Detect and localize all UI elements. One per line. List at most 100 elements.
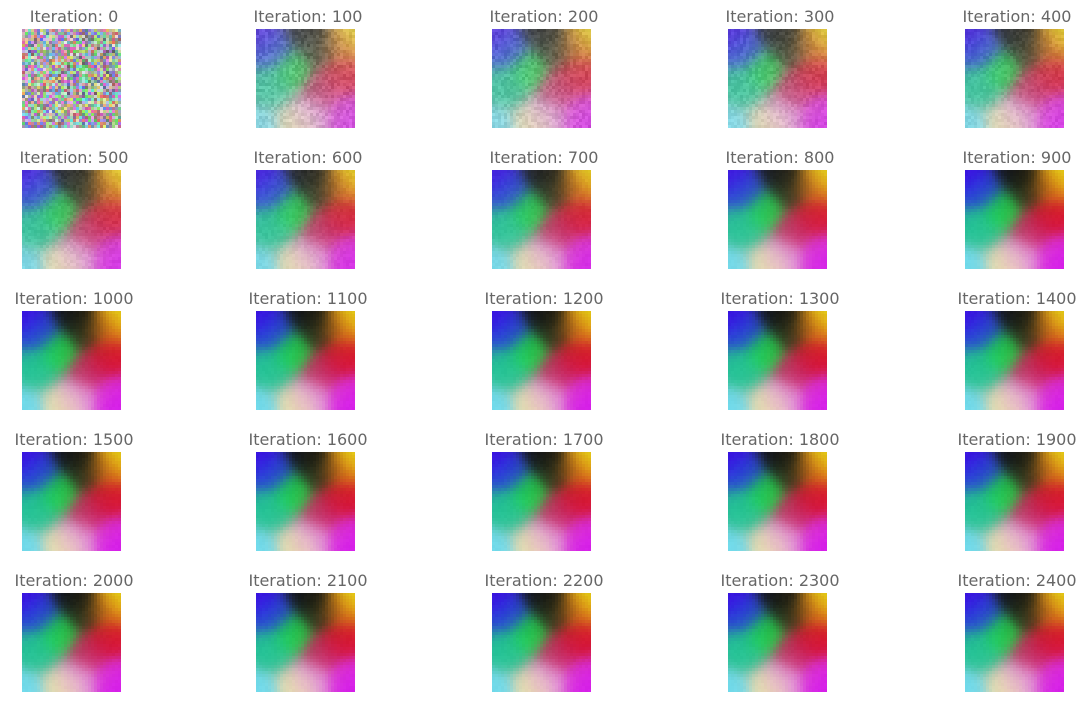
- image-panel: Iteration: 2300: [700, 571, 860, 701]
- panel-title: Iteration: 200: [464, 7, 624, 27]
- image-panel: Iteration: 2400: [937, 571, 1088, 701]
- generated-image-canvas: [22, 170, 121, 269]
- generated-image: [22, 593, 121, 692]
- image-panel: Iteration: 1900: [937, 430, 1088, 560]
- generated-image-canvas: [728, 311, 827, 410]
- panel-title: Iteration: 1900: [937, 430, 1088, 450]
- image-panel: Iteration: 400: [937, 7, 1088, 137]
- generated-image: [22, 29, 121, 128]
- panel-title: Iteration: 900: [937, 148, 1088, 168]
- panel-title: Iteration: 2200: [464, 571, 624, 591]
- generated-image: [256, 29, 355, 128]
- generated-image-canvas: [256, 311, 355, 410]
- generated-image: [492, 170, 591, 269]
- panel-title: Iteration: 2300: [700, 571, 860, 591]
- panel-title: Iteration: 2400: [937, 571, 1088, 591]
- generated-image-canvas: [728, 452, 827, 551]
- panel-title: Iteration: 700: [464, 148, 624, 168]
- generated-image-canvas: [22, 29, 121, 128]
- panel-title: Iteration: 1400: [937, 289, 1088, 309]
- generated-image: [256, 593, 355, 692]
- generated-image-canvas: [728, 29, 827, 128]
- image-panel: Iteration: 1200: [464, 289, 624, 419]
- generated-image-canvas: [492, 593, 591, 692]
- generated-image-canvas: [965, 452, 1064, 551]
- generated-image: [492, 593, 591, 692]
- generated-image-canvas: [965, 593, 1064, 692]
- generated-image: [728, 452, 827, 551]
- image-panel: Iteration: 0: [0, 7, 154, 137]
- image-panel: Iteration: 1400: [937, 289, 1088, 419]
- image-panel: Iteration: 1600: [228, 430, 388, 560]
- generated-image-canvas: [965, 29, 1064, 128]
- image-panel: Iteration: 700: [464, 148, 624, 278]
- image-panel: Iteration: 900: [937, 148, 1088, 278]
- generated-image: [965, 593, 1064, 692]
- generated-image: [22, 311, 121, 410]
- panel-title: Iteration: 800: [700, 148, 860, 168]
- image-panel: Iteration: 800: [700, 148, 860, 278]
- generated-image: [492, 311, 591, 410]
- generated-image: [728, 593, 827, 692]
- generated-image-canvas: [22, 311, 121, 410]
- generated-image-canvas: [256, 452, 355, 551]
- generated-image: [728, 170, 827, 269]
- image-panel: Iteration: 1000: [0, 289, 154, 419]
- panel-title: Iteration: 0: [0, 7, 154, 27]
- generated-image-canvas: [256, 593, 355, 692]
- generated-image-canvas: [965, 311, 1064, 410]
- generated-image: [728, 29, 827, 128]
- generated-image: [256, 311, 355, 410]
- generated-image: [965, 311, 1064, 410]
- image-panel: Iteration: 1500: [0, 430, 154, 560]
- panel-title: Iteration: 400: [937, 7, 1088, 27]
- generated-image-canvas: [728, 170, 827, 269]
- panel-title: Iteration: 1800: [700, 430, 860, 450]
- image-panel: Iteration: 200: [464, 7, 624, 137]
- generated-image: [965, 29, 1064, 128]
- panel-title: Iteration: 2100: [228, 571, 388, 591]
- generated-image-canvas: [492, 29, 591, 128]
- generated-image-canvas: [492, 170, 591, 269]
- generated-image-canvas: [256, 170, 355, 269]
- generated-image: [965, 452, 1064, 551]
- image-panel: Iteration: 1100: [228, 289, 388, 419]
- panel-title: Iteration: 2000: [0, 571, 154, 591]
- generated-image-canvas: [728, 593, 827, 692]
- generated-image: [256, 452, 355, 551]
- panel-title: Iteration: 1300: [700, 289, 860, 309]
- panel-title: Iteration: 1100: [228, 289, 388, 309]
- panel-title: Iteration: 600: [228, 148, 388, 168]
- generated-image: [492, 29, 591, 128]
- image-panel: Iteration: 2200: [464, 571, 624, 701]
- image-panel: Iteration: 1700: [464, 430, 624, 560]
- generated-image-canvas: [256, 29, 355, 128]
- panel-title: Iteration: 500: [0, 148, 154, 168]
- generated-image-canvas: [492, 452, 591, 551]
- image-panel: Iteration: 2100: [228, 571, 388, 701]
- panel-title: Iteration: 1500: [0, 430, 154, 450]
- generated-image: [22, 170, 121, 269]
- image-panel: Iteration: 600: [228, 148, 388, 278]
- generated-image-canvas: [492, 311, 591, 410]
- image-panel: Iteration: 1300: [700, 289, 860, 419]
- image-panel: Iteration: 1800: [700, 430, 860, 560]
- generated-image-canvas: [22, 593, 121, 692]
- image-panel: Iteration: 500: [0, 148, 154, 278]
- panel-title: Iteration: 1000: [0, 289, 154, 309]
- panel-title: Iteration: 300: [700, 7, 860, 27]
- image-panel: Iteration: 100: [228, 7, 388, 137]
- generated-image: [256, 170, 355, 269]
- panel-title: Iteration: 1200: [464, 289, 624, 309]
- generated-image: [492, 452, 591, 551]
- generated-image: [22, 452, 121, 551]
- generated-image-canvas: [22, 452, 121, 551]
- generated-image-canvas: [965, 170, 1064, 269]
- image-panel: Iteration: 300: [700, 7, 860, 137]
- panel-title: Iteration: 1700: [464, 430, 624, 450]
- image-panel: Iteration: 2000: [0, 571, 154, 701]
- generated-image: [728, 311, 827, 410]
- panel-title: Iteration: 100: [228, 7, 388, 27]
- panel-title: Iteration: 1600: [228, 430, 388, 450]
